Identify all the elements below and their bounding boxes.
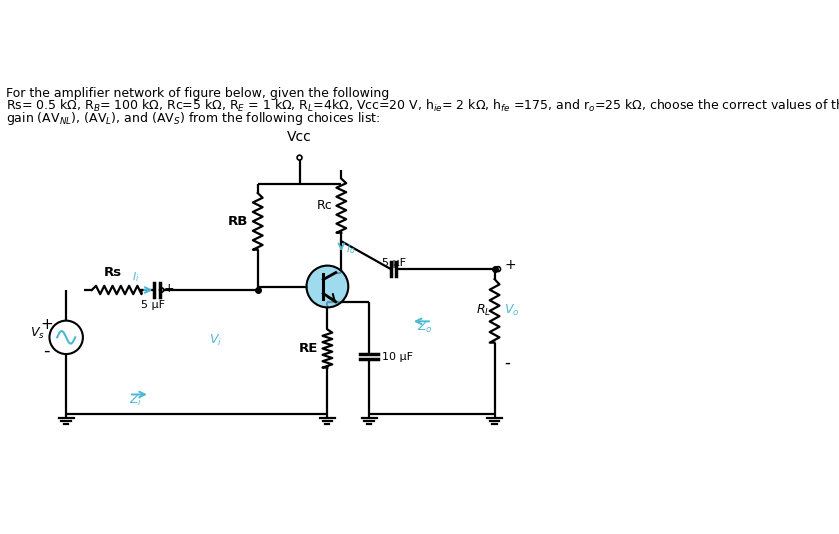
Text: RB: RB xyxy=(227,215,248,228)
Circle shape xyxy=(306,265,348,308)
Text: +: + xyxy=(504,258,516,272)
Text: $R_L$: $R_L$ xyxy=(476,303,491,318)
Text: $V_i$: $V_i$ xyxy=(210,333,222,348)
Text: Rc: Rc xyxy=(317,199,333,212)
Text: Rs= 0.5 k$\Omega$, R$_B$= 100 k$\Omega$, Rc=5 k$\Omega$, R$_E$ = 1 k$\Omega$, R$: Rs= 0.5 k$\Omega$, R$_B$= 100 k$\Omega$,… xyxy=(6,98,839,114)
Text: 10 µF: 10 µF xyxy=(382,351,413,362)
Text: Vcc: Vcc xyxy=(287,130,312,144)
Text: +: + xyxy=(40,317,53,332)
Text: -: - xyxy=(44,342,50,359)
Text: Rs: Rs xyxy=(104,266,122,279)
Text: RE: RE xyxy=(299,342,318,355)
Text: $I_i$: $I_i$ xyxy=(132,270,139,284)
Text: +: + xyxy=(164,282,175,295)
Text: $I_o$: $I_o$ xyxy=(347,242,356,256)
Text: 5 µF: 5 µF xyxy=(382,258,405,268)
Text: gain (AV$_{NL}$), (AV$_L$), and (AV$_S$) from the following choices list:: gain (AV$_{NL}$), (AV$_L$), and (AV$_S$)… xyxy=(6,110,380,127)
Text: $Z_o$: $Z_o$ xyxy=(417,320,433,335)
Text: -: - xyxy=(504,354,510,372)
Text: $V_o$: $V_o$ xyxy=(504,303,520,318)
Text: For the amplifier network of figure below, given the following: For the amplifier network of figure belo… xyxy=(6,87,388,99)
Text: $Z_i$: $Z_i$ xyxy=(129,393,143,409)
Text: $V_s$: $V_s$ xyxy=(30,326,45,341)
Text: 5 µF: 5 µF xyxy=(141,301,165,310)
